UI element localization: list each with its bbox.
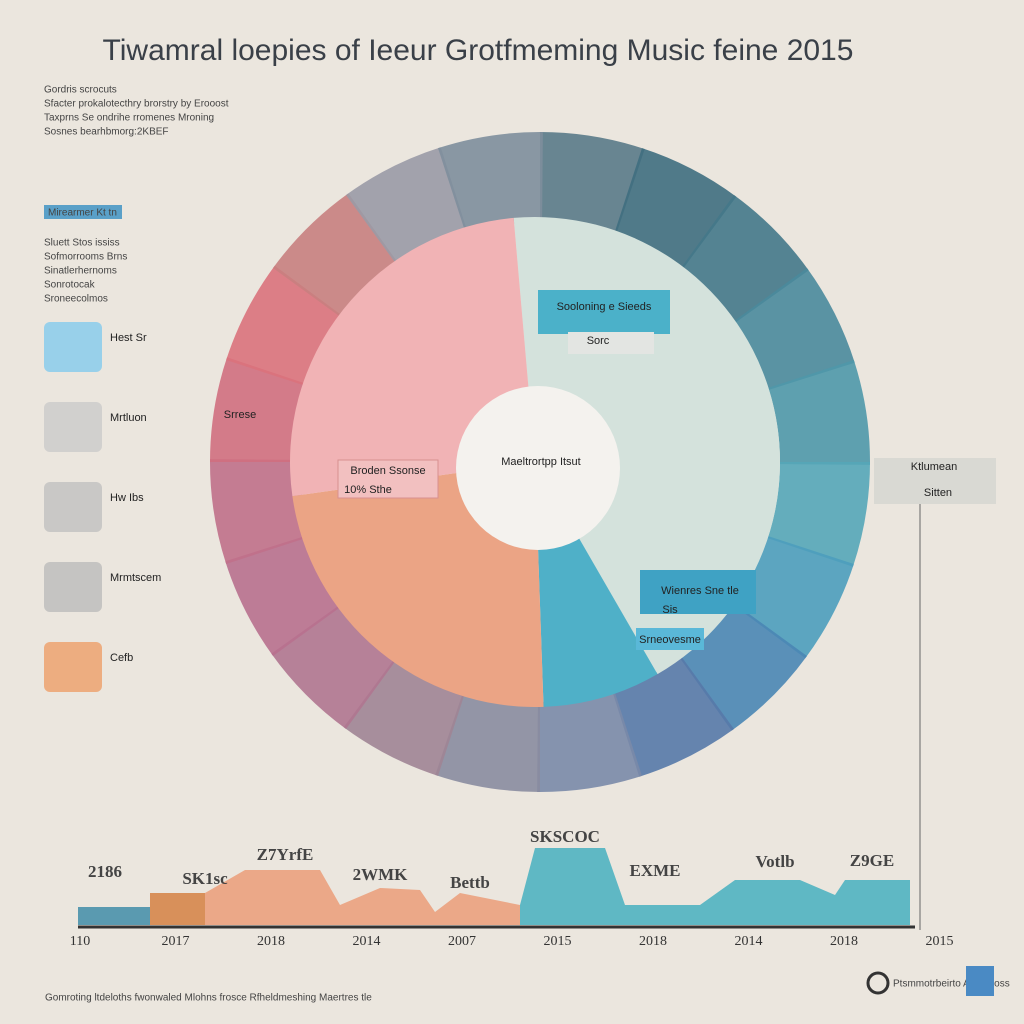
label-box <box>568 332 654 354</box>
pie-label-sub: Sis <box>662 604 678 616</box>
area-label: Z9GE <box>850 851 894 870</box>
ring-segment <box>435 689 540 792</box>
pie-label: Wienres Sne tle <box>661 585 739 597</box>
icon-label: Mrmtscem <box>110 572 161 584</box>
ring-segment <box>438 131 543 234</box>
year-label: 2018 <box>257 934 285 949</box>
area-shape <box>205 870 520 925</box>
area-label: SK1sc <box>182 869 228 888</box>
area-shape <box>520 848 910 925</box>
pie-label: Srneovesme <box>639 634 701 646</box>
year-label: 2018 <box>639 934 667 949</box>
icon <box>44 642 102 692</box>
area-label: EXME <box>630 861 681 880</box>
area-label: SKSCOC <box>530 827 600 846</box>
callout-sub: Sitten <box>924 487 952 499</box>
side-label: Srrese <box>224 409 256 421</box>
area-label: 2WMK <box>353 865 409 884</box>
ring-segment <box>768 360 870 465</box>
footer-note: Gomroting ltdeloths fwonwaled Mlohns fro… <box>45 993 372 1004</box>
icon-label: Cefb <box>110 652 133 664</box>
title: Tiwamral loepies of Ieeur Grotfmeming Mu… <box>103 34 854 67</box>
center-label: Maeltrortpp Itsut <box>501 456 580 468</box>
pie-label: Broden Ssonse <box>350 465 425 477</box>
year-label: 110 <box>70 934 90 949</box>
heading-box <box>44 205 122 219</box>
header-note: Taxprns Se ondrihe rromenes Mroning <box>44 113 214 124</box>
icon <box>44 482 102 532</box>
sidebar-item: Sinatlerhernoms <box>44 266 117 277</box>
icon <box>44 402 102 452</box>
label-box <box>640 570 756 614</box>
icon <box>44 562 102 612</box>
callout-box <box>874 458 996 504</box>
year-label: 2017 <box>162 934 190 949</box>
year-label: 2014 <box>735 934 763 949</box>
icon-label: Hest Sr <box>110 332 147 344</box>
area-shape <box>150 893 210 925</box>
year-label: 2014 <box>353 934 381 949</box>
sidebar-item: Sonrotocak <box>44 280 96 291</box>
ring-segment <box>537 690 642 792</box>
icon-label: Hw Ibs <box>110 492 144 504</box>
header-note: Gordris scrocuts <box>44 85 117 96</box>
icon <box>44 322 102 372</box>
area-label: Z7YrfE <box>257 845 314 864</box>
label-box <box>636 628 704 650</box>
pie-label-sub: Sorc <box>587 335 610 347</box>
pie-label: Sooloning e Sieeds <box>557 301 652 313</box>
hub <box>456 386 620 550</box>
callout-title: Ktlumean <box>911 461 957 473</box>
area-shape <box>78 907 150 925</box>
badge <box>966 966 994 996</box>
ring-segment <box>767 462 870 567</box>
header-note: Sfacter prokalotecthry brorstry by Erooo… <box>44 99 229 110</box>
sidebar-item: Sluett Stos ississ <box>44 238 120 249</box>
area-label: Votlb <box>755 852 794 871</box>
ring-segment <box>612 656 734 777</box>
footer-brand: Ptsmmotrbeirto Acorcnoss <box>893 979 1010 990</box>
year-label: 2015 <box>544 934 572 949</box>
sidebar-item: Sofmorrooms Brns <box>44 252 127 263</box>
ring-segment <box>540 132 645 235</box>
sidebar-item: Sroneecolmos <box>44 294 108 305</box>
ring-segment <box>732 536 854 659</box>
ring-segment <box>614 148 737 270</box>
ring-segment <box>734 268 855 390</box>
ring-segment <box>210 357 313 462</box>
ring-segment <box>210 459 312 564</box>
label-box <box>337 459 439 499</box>
year-label: 2018 <box>830 934 858 949</box>
pie-label-sub: 10% Sthe <box>344 484 392 496</box>
area-label: Bettb <box>450 873 490 892</box>
area-label: 2186 <box>88 862 122 881</box>
icon-label: Mrtluon <box>110 412 147 424</box>
sidebar-heading: Mirearmer Kt tn <box>48 208 117 219</box>
year-label: 2015 <box>926 934 954 949</box>
year-label: 2007 <box>448 934 476 949</box>
label-box <box>538 290 670 334</box>
logo <box>866 971 890 995</box>
header-note: Sosnes bearhbmorg:2KBEF <box>44 127 169 138</box>
